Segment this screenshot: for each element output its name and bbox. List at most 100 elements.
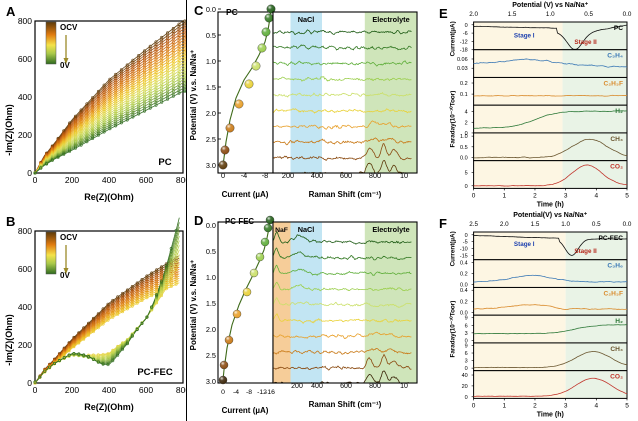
svg-text:OCV: OCV xyxy=(60,233,78,242)
svg-text:800: 800 xyxy=(18,226,32,236)
svg-text:-Im(Z)(Ohm): -Im(Z)(Ohm) xyxy=(4,314,14,366)
svg-text:Faraday(10⁻¹⁰Toor): Faraday(10⁻¹⁰Toor) xyxy=(450,301,457,358)
svg-text:0V: 0V xyxy=(60,271,70,280)
svg-text:-8: -8 xyxy=(262,171,269,180)
svg-text:F: F xyxy=(439,216,447,231)
svg-text:0: 0 xyxy=(465,23,468,29)
svg-text:C₂H₃F: C₂H₃F xyxy=(603,80,623,87)
svg-text:0.0: 0.0 xyxy=(623,221,632,228)
svg-text:Raman Shift (cm⁻¹): Raman Shift (cm⁻¹) xyxy=(309,190,382,199)
svg-text:C₃H₄: C₃H₄ xyxy=(607,53,623,60)
svg-text:1.0: 1.0 xyxy=(206,57,216,66)
svg-text:3: 3 xyxy=(564,192,568,199)
svg-text:Faraday(10⁻¹⁰Toor): Faraday(10⁻¹⁰Toor) xyxy=(450,91,457,148)
svg-text:0.1: 0.1 xyxy=(460,92,468,98)
svg-text:0: 0 xyxy=(465,395,468,401)
svg-text:Current(µA): Current(µA) xyxy=(450,21,457,56)
svg-text:0: 0 xyxy=(221,389,225,396)
svg-text:H₂: H₂ xyxy=(615,318,623,325)
svg-text:600: 600 xyxy=(139,385,153,395)
svg-text:1.0: 1.0 xyxy=(561,221,570,228)
svg-text:6: 6 xyxy=(465,351,468,357)
svg-text:Current (µA): Current (µA) xyxy=(222,190,269,199)
svg-text:1.0: 1.0 xyxy=(460,134,468,140)
svg-text:0: 0 xyxy=(33,175,38,185)
svg-text:0.0: 0.0 xyxy=(206,5,216,14)
svg-text:-8: -8 xyxy=(246,389,252,396)
svg-text:B: B xyxy=(6,214,15,229)
svg-text:0.2: 0.2 xyxy=(460,272,468,278)
svg-text:800: 800 xyxy=(369,383,381,390)
svg-text:C: C xyxy=(194,3,204,18)
svg-text:1.5: 1.5 xyxy=(531,221,540,228)
svg-text:Stage I: Stage I xyxy=(514,241,535,248)
svg-text:Stage II: Stage II xyxy=(574,248,597,255)
svg-text:40: 40 xyxy=(462,373,468,379)
svg-text:Electrolyte: Electrolyte xyxy=(372,15,409,24)
svg-text:0.0: 0.0 xyxy=(623,11,632,18)
svg-text:1.0: 1.0 xyxy=(546,11,555,18)
svg-text:5: 5 xyxy=(465,171,468,177)
svg-text:Re(Z)(Ohm): Re(Z)(Ohm) xyxy=(84,402,134,412)
svg-text:1.0: 1.0 xyxy=(206,273,216,282)
svg-text:400: 400 xyxy=(311,171,323,180)
svg-text:CO₂: CO₂ xyxy=(610,164,623,171)
svg-text:-18: -18 xyxy=(460,48,468,54)
svg-text:200: 200 xyxy=(18,340,32,350)
svg-text:3: 3 xyxy=(465,359,468,365)
svg-text:1.5: 1.5 xyxy=(206,83,216,92)
svg-text:Raman Shift (cm⁻¹): Raman Shift (cm⁻¹) xyxy=(309,400,382,409)
svg-text:600: 600 xyxy=(340,171,352,180)
svg-text:800: 800 xyxy=(176,385,186,395)
svg-text:D: D xyxy=(194,213,203,228)
svg-text:4: 4 xyxy=(595,192,599,199)
svg-text:0.4: 0.4 xyxy=(460,288,468,294)
svg-text:0.5: 0.5 xyxy=(592,221,601,228)
svg-text:Potential (V) vs Na/Na⁺: Potential (V) vs Na/Na⁺ xyxy=(512,2,588,9)
svg-text:NaCl: NaCl xyxy=(298,225,315,234)
svg-text:Potential(V) vs Na/Na⁺: Potential(V) vs Na/Na⁺ xyxy=(513,212,587,219)
svg-text:0.5: 0.5 xyxy=(206,247,216,256)
svg-text:200: 200 xyxy=(65,175,79,185)
svg-text:Current (µA): Current (µA) xyxy=(222,406,269,415)
svg-text:9: 9 xyxy=(465,343,468,349)
svg-text:-10: -10 xyxy=(460,247,468,253)
svg-text:3.0: 3.0 xyxy=(206,161,216,170)
svg-text:CO₂: CO₂ xyxy=(610,374,623,381)
svg-text:200: 200 xyxy=(65,385,79,395)
svg-text:C₃H₆: C₃H₆ xyxy=(607,263,623,270)
svg-text:800: 800 xyxy=(18,16,32,26)
svg-text:-15: -15 xyxy=(460,254,468,260)
svg-text:Electrolyte: Electrolyte xyxy=(372,225,409,234)
svg-text:0.5: 0.5 xyxy=(206,31,216,40)
svg-text:Potential (V) v.s. Na/Na⁺: Potential (V) v.s. Na/Na⁺ xyxy=(189,260,198,351)
svg-text:600: 600 xyxy=(340,383,352,390)
svg-text:-16: -16 xyxy=(265,389,275,396)
svg-text:5: 5 xyxy=(625,402,629,409)
svg-text:0: 0 xyxy=(33,385,38,395)
svg-text:3.0: 3.0 xyxy=(206,377,216,386)
svg-text:9: 9 xyxy=(465,316,468,322)
svg-text:400: 400 xyxy=(18,92,32,102)
svg-text:0: 0 xyxy=(472,402,476,409)
svg-text:-5: -5 xyxy=(463,240,468,246)
svg-text:0: 0 xyxy=(465,366,468,372)
svg-text:1: 1 xyxy=(502,402,506,409)
svg-text:200: 200 xyxy=(282,171,294,180)
svg-text:1: 1 xyxy=(502,192,506,199)
svg-text:3: 3 xyxy=(465,331,468,337)
svg-text:3: 3 xyxy=(564,402,568,409)
svg-text:2.0: 2.0 xyxy=(500,221,509,228)
svg-text:PC-FEC: PC-FEC xyxy=(598,235,623,242)
svg-text:0.4: 0.4 xyxy=(460,261,468,267)
svg-text:Stage II: Stage II xyxy=(574,39,597,46)
svg-text:2: 2 xyxy=(533,192,537,199)
svg-text:A: A xyxy=(6,4,16,19)
svg-text:600: 600 xyxy=(18,54,32,64)
svg-text:2.0: 2.0 xyxy=(206,109,216,118)
svg-text:E: E xyxy=(439,6,448,21)
svg-text:0.5: 0.5 xyxy=(584,11,593,18)
svg-text:0.0: 0.0 xyxy=(460,155,468,161)
svg-text:200: 200 xyxy=(18,130,32,140)
svg-text:Re(Z)(Ohm): Re(Z)(Ohm) xyxy=(84,192,134,202)
